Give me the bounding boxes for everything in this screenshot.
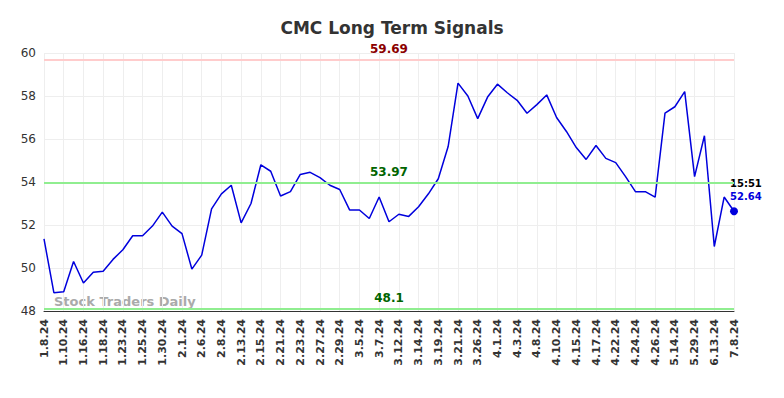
svg-text:2.1.24: 2.1.24 (176, 319, 189, 358)
svg-text:1.25.24: 1.25.24 (136, 319, 149, 366)
svg-text:1.8.24: 1.8.24 (38, 319, 51, 358)
svg-text:1.30.24: 1.30.24 (156, 319, 169, 366)
svg-text:2.29.24: 2.29.24 (333, 319, 346, 366)
svg-text:3.12.24: 3.12.24 (392, 319, 405, 366)
svg-text:53.97: 53.97 (370, 165, 408, 179)
svg-text:4.10.24: 4.10.24 (550, 319, 563, 366)
svg-text:4.17.24: 4.17.24 (590, 319, 603, 366)
svg-text:2.23.24: 2.23.24 (294, 319, 307, 366)
svg-text:48: 48 (21, 304, 36, 318)
svg-text:59.69: 59.69 (370, 42, 408, 56)
svg-text:5.14.24: 5.14.24 (668, 319, 681, 366)
svg-text:56: 56 (21, 132, 36, 146)
svg-text:4.26.24: 4.26.24 (649, 319, 662, 366)
svg-text:50: 50 (21, 261, 36, 275)
svg-text:1.18.24: 1.18.24 (97, 319, 110, 366)
svg-text:48.1: 48.1 (374, 291, 404, 305)
svg-text:Stock Traders Daily: Stock Traders Daily (54, 294, 196, 309)
svg-text:1.10.24: 1.10.24 (57, 319, 70, 366)
svg-text:2.6.24: 2.6.24 (195, 319, 208, 358)
svg-text:5.29.24: 5.29.24 (688, 319, 701, 366)
svg-text:2.8.24: 2.8.24 (215, 319, 228, 358)
svg-text:1.16.24: 1.16.24 (77, 319, 90, 366)
svg-text:54: 54 (21, 175, 36, 189)
svg-text:3.14.24: 3.14.24 (412, 319, 425, 366)
svg-text:3.7.24: 3.7.24 (373, 319, 386, 358)
svg-text:4.1.24: 4.1.24 (491, 319, 504, 358)
svg-text:58: 58 (21, 89, 36, 103)
svg-text:6.13.24: 6.13.24 (708, 319, 721, 366)
svg-text:7.8.24: 7.8.24 (728, 319, 741, 358)
svg-text:3.5.24: 3.5.24 (353, 319, 366, 358)
svg-text:52: 52 (21, 218, 36, 232)
svg-text:2.21.24: 2.21.24 (274, 319, 287, 366)
svg-text:60: 60 (21, 46, 36, 60)
svg-text:3.19.24: 3.19.24 (432, 319, 445, 366)
svg-text:52.64: 52.64 (730, 191, 762, 202)
svg-text:2.13.24: 2.13.24 (235, 319, 248, 366)
svg-text:2.27.24: 2.27.24 (314, 319, 327, 366)
svg-text:4.24.24: 4.24.24 (629, 319, 642, 366)
svg-text:4.15.24: 4.15.24 (570, 319, 583, 366)
svg-text:CMC Long Term Signals: CMC Long Term Signals (280, 18, 503, 38)
svg-text:1.23.24: 1.23.24 (116, 319, 129, 366)
svg-text:3.26.24: 3.26.24 (471, 319, 484, 366)
svg-text:4.8.24: 4.8.24 (530, 319, 543, 358)
svg-text:4.3.24: 4.3.24 (511, 319, 524, 358)
svg-text:4.22.24: 4.22.24 (609, 319, 622, 366)
svg-text:2.15.24: 2.15.24 (254, 319, 267, 366)
svg-text:15:51: 15:51 (730, 178, 762, 189)
svg-text:3.21.24: 3.21.24 (452, 319, 465, 366)
